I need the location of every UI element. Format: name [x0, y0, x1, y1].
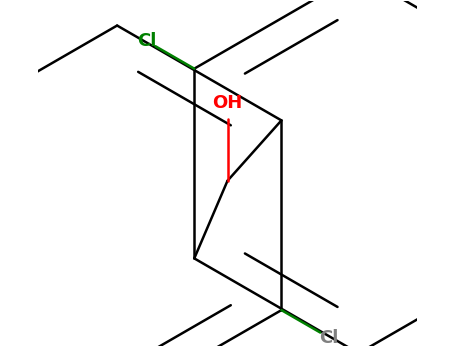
Text: Cl: Cl [319, 329, 339, 347]
Text: Cl: Cl [137, 32, 156, 50]
Text: OH: OH [212, 94, 243, 112]
